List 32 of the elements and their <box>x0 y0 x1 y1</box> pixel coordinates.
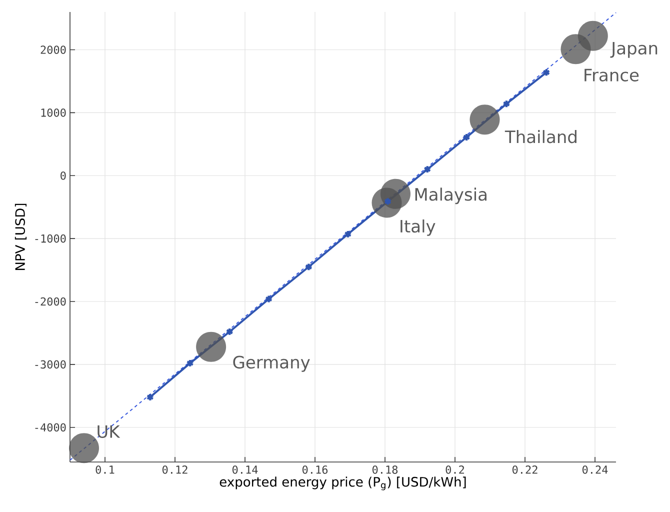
point <box>264 294 273 304</box>
x-tick-label: 0.24 <box>582 466 608 474</box>
y-tick-label: -1000 <box>35 234 66 243</box>
point <box>196 332 226 362</box>
x-tick-label: 0.14 <box>232 466 258 474</box>
x-tick-label: 0.16 <box>302 466 328 474</box>
annotation: Germany <box>233 356 310 372</box>
y-tick-label: 1000 <box>41 108 66 117</box>
y-axis-title: NPV [USD] <box>14 204 27 270</box>
y-tick-label: -3000 <box>35 360 66 369</box>
x-tick-label: 0.12 <box>162 466 188 474</box>
x-tick-label: 0.22 <box>512 466 538 474</box>
y-tick-label: -2000 <box>35 297 66 306</box>
annotation: France <box>584 68 639 82</box>
x-tick-label: 0.18 <box>372 466 398 474</box>
x-axis-title: exported energy price (P$_{g}$) [USD/kWh] <box>220 476 466 490</box>
annotation: Japan <box>610 42 658 58</box>
x-tick-label: 0.2 <box>446 466 464 474</box>
y-tick-label: 2000 <box>40 46 66 54</box>
point <box>69 433 99 464</box>
point <box>380 178 411 209</box>
annotation: Malaysia <box>415 188 486 204</box>
x-tick-label: 0.1 <box>96 466 114 474</box>
point <box>502 100 510 108</box>
point <box>470 104 500 135</box>
point <box>578 20 608 51</box>
annotation: UK <box>98 425 120 438</box>
point <box>304 262 313 272</box>
y-tick-label: 0 <box>60 171 66 180</box>
y-tick-label: -4000 <box>35 423 66 432</box>
annotation: Thailand <box>504 130 576 144</box>
annotation: Italy <box>400 219 436 236</box>
